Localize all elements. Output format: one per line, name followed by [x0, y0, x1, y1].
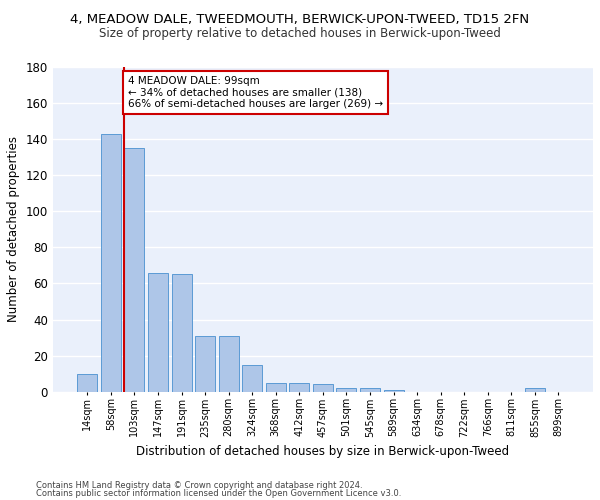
Text: 4 MEADOW DALE: 99sqm
← 34% of detached houses are smaller (138)
66% of semi-deta: 4 MEADOW DALE: 99sqm ← 34% of detached h…	[128, 76, 383, 109]
Bar	[218, 336, 239, 392]
X-axis label: Distribution of detached houses by size in Berwick-upon-Tweed: Distribution of detached houses by size …	[136, 445, 509, 458]
Bar	[266, 382, 286, 392]
Y-axis label: Number of detached properties: Number of detached properties	[7, 136, 20, 322]
Text: Contains HM Land Registry data © Crown copyright and database right 2024.: Contains HM Land Registry data © Crown c…	[36, 480, 362, 490]
Bar	[101, 134, 121, 392]
Bar	[148, 272, 168, 392]
Bar	[124, 148, 145, 392]
Bar	[195, 336, 215, 392]
Bar	[525, 388, 545, 392]
Bar	[289, 382, 310, 392]
Bar	[242, 364, 262, 392]
Bar	[172, 274, 191, 392]
Bar	[360, 388, 380, 392]
Text: Size of property relative to detached houses in Berwick-upon-Tweed: Size of property relative to detached ho…	[99, 28, 501, 40]
Bar	[383, 390, 404, 392]
Bar	[77, 374, 97, 392]
Text: Contains public sector information licensed under the Open Government Licence v3: Contains public sector information licen…	[36, 489, 401, 498]
Text: 4, MEADOW DALE, TWEEDMOUTH, BERWICK-UPON-TWEED, TD15 2FN: 4, MEADOW DALE, TWEEDMOUTH, BERWICK-UPON…	[70, 12, 530, 26]
Bar	[337, 388, 356, 392]
Bar	[313, 384, 333, 392]
